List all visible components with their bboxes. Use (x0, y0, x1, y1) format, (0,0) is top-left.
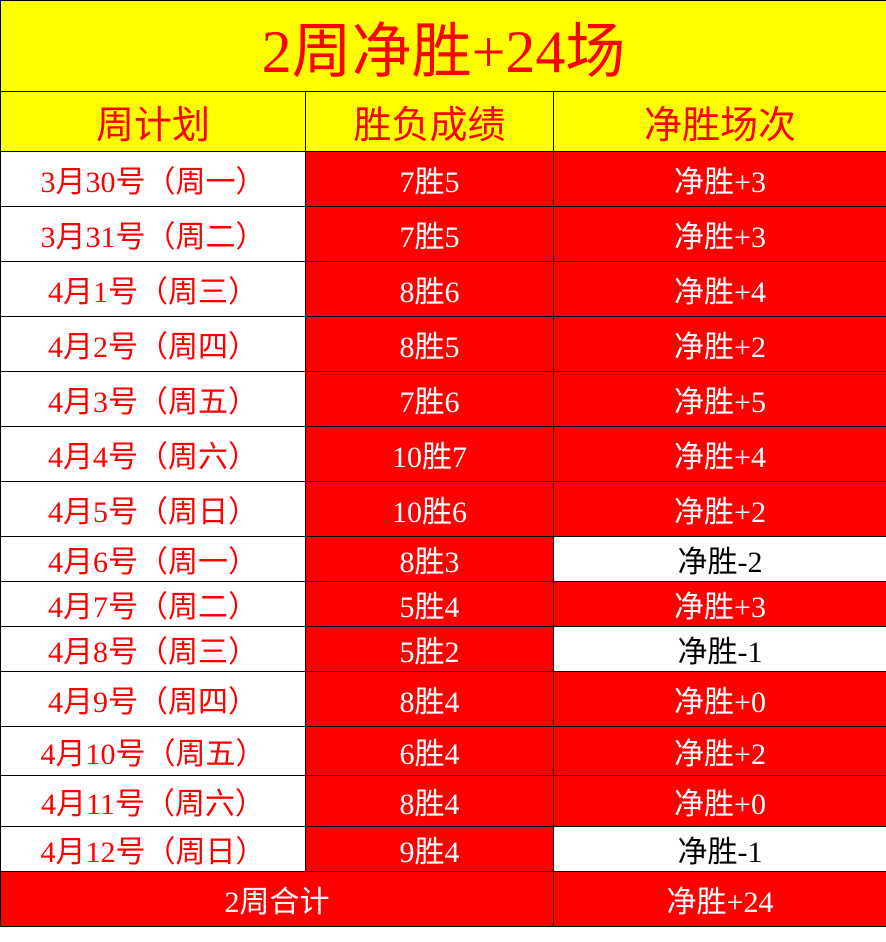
table-row: 4月6号（周一） 8胜3 净胜-2 (0, 536, 886, 582)
table-row: 4月1号（周三） 8胜6 净胜+4 (0, 261, 886, 317)
net-cell: 净胜+3 (552, 206, 886, 262)
header-record: 胜负成绩 (305, 91, 554, 152)
total-row: 2周合计 净胜+24 (0, 871, 886, 927)
table-row: 4月8号（周三） 5胜2 净胜-1 (0, 626, 886, 672)
net-cell: 净胜+4 (552, 426, 886, 482)
date-cell: 4月4号（周六） (0, 426, 306, 482)
record-cell: 8胜4 (305, 775, 554, 827)
net-cell: 净胜+3 (552, 151, 886, 207)
date-cell: 4月6号（周一） (0, 536, 306, 582)
net-cell: 净胜+0 (552, 775, 886, 827)
net-cell: 净胜+2 (552, 481, 886, 537)
record-cell: 8胜5 (305, 316, 554, 372)
net-cell: 净胜+3 (552, 581, 886, 627)
date-cell: 4月10号（周五） (0, 726, 306, 776)
record-cell: 8胜3 (305, 536, 554, 582)
record-cell: 10胜7 (305, 426, 554, 482)
record-cell: 9胜4 (305, 826, 554, 872)
record-cell: 7胜5 (305, 151, 554, 207)
date-cell: 4月3号（周五） (0, 371, 306, 427)
record-cell: 7胜6 (305, 371, 554, 427)
date-cell: 4月12号（周日） (0, 826, 306, 872)
total-net: 净胜+24 (552, 871, 886, 927)
table-row: 4月11号（周六） 8胜4 净胜+0 (0, 775, 886, 827)
table-row: 4月4号（周六） 10胜7 净胜+4 (0, 426, 886, 482)
net-cell: 净胜-1 (552, 626, 886, 672)
net-cell: 净胜+4 (552, 261, 886, 317)
table-row: 4月12号（周日） 9胜4 净胜-1 (0, 826, 886, 872)
date-cell: 4月1号（周三） (0, 261, 306, 317)
net-cell: 净胜+5 (552, 371, 886, 427)
record-cell: 5胜4 (305, 581, 554, 627)
table-row: 4月3号（周五） 7胜6 净胜+5 (0, 371, 886, 427)
record-cell: 8胜4 (305, 671, 554, 727)
header-row: 周计划 胜负成绩 净胜场次 (0, 91, 886, 152)
date-cell: 3月30号（周一） (0, 151, 306, 207)
table-row: 4月7号（周二） 5胜4 净胜+3 (0, 581, 886, 627)
date-cell: 4月5号（周日） (0, 481, 306, 537)
net-cell: 净胜+2 (552, 316, 886, 372)
record-cell: 10胜6 (305, 481, 554, 537)
net-cell: 净胜-2 (552, 536, 886, 582)
table-row: 4月9号（周四） 8胜4 净胜+0 (0, 671, 886, 727)
date-cell: 4月2号（周四） (0, 316, 306, 372)
record-cell: 7胜5 (305, 206, 554, 262)
net-cell: 净胜-1 (552, 826, 886, 872)
table-row: 4月10号（周五） 6胜4 净胜+2 (0, 726, 886, 776)
header-week-plan: 周计划 (0, 91, 306, 152)
table-row: 3月31号（周二） 7胜5 净胜+3 (0, 206, 886, 262)
table-row: 4月2号（周四） 8胜5 净胜+2 (0, 316, 886, 372)
total-label: 2周合计 (0, 871, 554, 927)
net-cell: 净胜+0 (552, 671, 886, 727)
date-cell: 3月31号（周二） (0, 206, 306, 262)
date-cell: 4月9号（周四） (0, 671, 306, 727)
record-cell: 5胜2 (305, 626, 554, 672)
table-row: 3月30号（周一） 7胜5 净胜+3 (0, 151, 886, 207)
table-row: 4月5号（周日） 10胜6 净胜+2 (0, 481, 886, 537)
date-cell: 4月7号（周二） (0, 581, 306, 627)
header-net-wins: 净胜场次 (552, 91, 886, 152)
date-cell: 4月11号（周六） (0, 775, 306, 827)
record-cell: 8胜6 (305, 261, 554, 317)
record-cell: 6胜4 (305, 726, 554, 776)
table-title: 2周净胜+24场 (0, 0, 886, 92)
net-cell: 净胜+2 (552, 726, 886, 776)
date-cell: 4月8号（周三） (0, 626, 306, 672)
